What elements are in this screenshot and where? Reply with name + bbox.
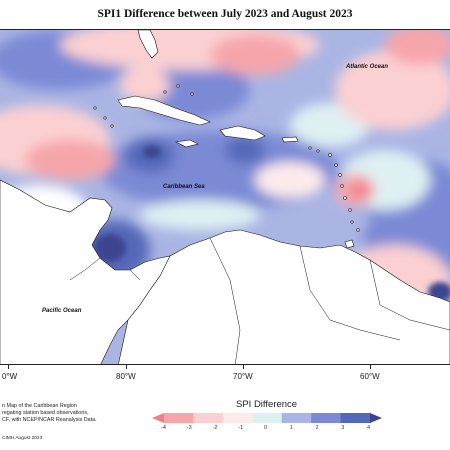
legend-swatch [281,413,312,423]
jamaica [175,139,199,148]
trinidad [344,239,355,249]
lon-tick [126,365,127,369]
legend-swatch [311,413,342,423]
legend-tick-label: 3 [341,425,345,431]
south-america [118,229,450,364]
lon-tick [243,365,244,369]
legend-swatch [370,413,382,423]
legend-tick-label: -4 [161,425,166,431]
lon-label: 80°W [116,372,136,381]
legend-swatch [164,413,194,423]
legend-tick-label: -1 [238,425,244,431]
legend-colorbar [152,413,382,423]
spi-difference-map [0,29,450,365]
legend-swatch [222,413,253,423]
map-title: SPI1 Difference between July 2023 and Au… [97,8,353,20]
map-canvas [0,30,450,364]
legend-swatch [340,413,371,423]
footnote-line: CF, with NCEP/NCAR Reanalysis Data. [2,417,97,423]
legend-title: SPI Difference [236,399,298,410]
lon-label: 0°W [2,372,18,381]
lon-tick [370,365,371,369]
pacific-ocean-label: Pacific Ocean [42,308,82,314]
hispaniola [219,125,266,141]
footnote-line: n Map of the Caribbean Region [2,403,77,409]
cuba [117,95,211,126]
legend-tick-label: 4 [367,425,371,431]
caribbean-sea-label: Caribbean Sea [163,184,205,190]
legend-swatch [252,413,283,423]
lon-tick [8,365,9,369]
legend-tick-label: -2 [212,425,218,431]
legend-swatch [152,413,164,423]
legend-tick-label: 2 [315,425,319,431]
country-borders [69,237,450,364]
legend-tick-label: -3 [186,425,192,431]
land-masses [0,30,450,364]
footnote-credit: CIMH August 2023 [2,436,43,441]
atlantic-ocean-label: Atlantic Ocean [346,64,389,70]
lon-label: 70°W [233,372,253,381]
legend-swatch [193,413,224,423]
puerto-rico [281,136,299,143]
lon-label: 60°W [360,372,380,381]
florida [137,30,159,59]
legend-tick-label: 0 [264,425,268,431]
legend-tick-label: 1 [289,425,293,431]
lesser-antilles [93,84,360,232]
footnote-line: regating station based observations, [2,410,89,416]
